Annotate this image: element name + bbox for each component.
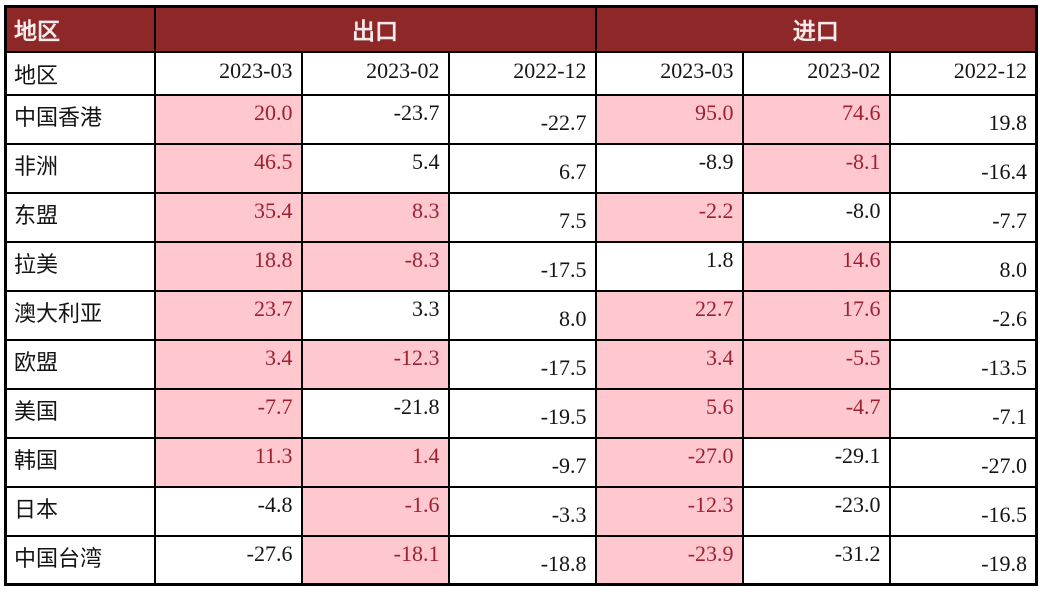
value-cell: -7.1 <box>888 387 1038 439</box>
region-group-header: 地区 <box>4 5 156 53</box>
value-cell: 11.3 <box>153 436 303 488</box>
table-body: 中国香港 20.0 -23.7 -22.7 95.0 74.6 19.8 非洲 46.5 5.4 6… <box>4 93 1038 586</box>
table-row: 中国台湾 -27.6 -18.1 -18.8 -23.9 -31.2 -19.8 <box>4 534 1038 586</box>
value-cell: 20.0 <box>153 93 303 145</box>
value-cell: -16.5 <box>888 485 1038 537</box>
region-cell: 欧盟 <box>4 338 156 390</box>
value-cell: -2.2 <box>594 191 744 243</box>
value-cell: -1.6 <box>300 485 450 537</box>
value-cell: 5.4 <box>300 142 450 194</box>
region-cell: 拉美 <box>4 240 156 292</box>
value-cell: -29.1 <box>741 436 891 488</box>
value-cell: -22.7 <box>447 93 597 145</box>
region-cell: 韩国 <box>4 436 156 488</box>
value-cell: 1.4 <box>300 436 450 488</box>
table-row: 中国香港 20.0 -23.7 -22.7 95.0 74.6 19.8 <box>4 93 1038 145</box>
value-cell: -8.0 <box>741 191 891 243</box>
value-cell: 18.8 <box>153 240 303 292</box>
region-cell: 澳大利亚 <box>4 289 156 341</box>
value-cell: 3.4 <box>594 338 744 390</box>
region-cell: 美国 <box>4 387 156 439</box>
value-cell: -27.0 <box>594 436 744 488</box>
export-period-header-2: 2023-02 <box>300 50 450 96</box>
import-group-header: 进口 <box>594 5 1038 53</box>
region-cell: 中国台湾 <box>4 534 156 586</box>
value-cell: 95.0 <box>594 93 744 145</box>
region-sub-header: 地区 <box>4 50 156 96</box>
value-cell: -19.5 <box>447 387 597 439</box>
table-row: 韩国 11.3 1.4 -9.7 -27.0 -29.1 -27.0 <box>4 436 1038 488</box>
value-cell: -23.9 <box>594 534 744 586</box>
value-cell: -27.0 <box>888 436 1038 488</box>
import-period-header-1: 2023-03 <box>594 50 744 96</box>
value-cell: 8.0 <box>447 289 597 341</box>
value-cell: -23.0 <box>741 485 891 537</box>
export-group-header: 出口 <box>153 5 597 53</box>
value-cell: 23.7 <box>153 289 303 341</box>
table-row: 澳大利亚 23.7 3.3 8.0 22.7 17.6 -2.6 <box>4 289 1038 341</box>
value-cell: 14.6 <box>741 240 891 292</box>
value-cell: 46.5 <box>153 142 303 194</box>
value-cell: -23.7 <box>300 93 450 145</box>
value-cell: -27.6 <box>153 534 303 586</box>
value-cell: -12.3 <box>300 338 450 390</box>
group-header-row: 地区 出口 进口 <box>4 5 1038 53</box>
value-cell: 35.4 <box>153 191 303 243</box>
value-cell: -4.7 <box>741 387 891 439</box>
export-period-header-3: 2022-12 <box>447 50 597 96</box>
table-row: 美国 -7.7 -21.8 -19.5 5.6 -4.7 -7.1 <box>4 387 1038 439</box>
value-cell: -31.2 <box>741 534 891 586</box>
import-period-header-2: 2023-02 <box>741 50 891 96</box>
value-cell: -17.5 <box>447 240 597 292</box>
region-cell: 非洲 <box>4 142 156 194</box>
value-cell: -9.7 <box>447 436 597 488</box>
value-cell: -8.9 <box>594 142 744 194</box>
region-cell: 中国香港 <box>4 93 156 145</box>
value-cell: -13.5 <box>888 338 1038 390</box>
value-cell: -12.3 <box>594 485 744 537</box>
table-row: 拉美 18.8 -8.3 -17.5 1.8 14.6 8.0 <box>4 240 1038 292</box>
value-cell: 3.4 <box>153 338 303 390</box>
table-row: 日本 -4.8 -1.6 -3.3 -12.3 -23.0 -16.5 <box>4 485 1038 537</box>
value-cell: -7.7 <box>153 387 303 439</box>
value-cell: 1.8 <box>594 240 744 292</box>
trade-growth-table: 地区 出口 进口 地区 2023-03 2023-02 2022-12 2023… <box>4 5 1039 586</box>
value-cell: 7.5 <box>447 191 597 243</box>
value-cell: -19.8 <box>888 534 1038 586</box>
value-cell: 5.6 <box>594 387 744 439</box>
value-cell: -7.7 <box>888 191 1038 243</box>
value-cell: 74.6 <box>741 93 891 145</box>
value-cell: 8.3 <box>300 191 450 243</box>
value-cell: -4.8 <box>153 485 303 537</box>
value-cell: -21.8 <box>300 387 450 439</box>
region-cell: 东盟 <box>4 191 156 243</box>
value-cell: -8.1 <box>741 142 891 194</box>
table-row: 东盟 35.4 8.3 7.5 -2.2 -8.0 -7.7 <box>4 191 1038 243</box>
value-cell: -16.4 <box>888 142 1038 194</box>
value-cell: 8.0 <box>888 240 1038 292</box>
value-cell: -5.5 <box>741 338 891 390</box>
value-cell: -2.6 <box>888 289 1038 341</box>
region-cell: 日本 <box>4 485 156 537</box>
value-cell: 19.8 <box>888 93 1038 145</box>
value-cell: 17.6 <box>741 289 891 341</box>
value-cell: -18.8 <box>447 534 597 586</box>
table-row: 欧盟 3.4 -12.3 -17.5 3.4 -5.5 -13.5 <box>4 338 1038 390</box>
value-cell: 6.7 <box>447 142 597 194</box>
value-cell: 3.3 <box>300 289 450 341</box>
value-cell: -18.1 <box>300 534 450 586</box>
value-cell: 22.7 <box>594 289 744 341</box>
value-cell: -8.3 <box>300 240 450 292</box>
value-cell: -17.5 <box>447 338 597 390</box>
import-period-header-3: 2022-12 <box>888 50 1038 96</box>
period-header-row: 地区 2023-03 2023-02 2022-12 2023-03 2023-… <box>4 50 1038 96</box>
table-row: 非洲 46.5 5.4 6.7 -8.9 -8.1 -16.4 <box>4 142 1038 194</box>
value-cell: -3.3 <box>447 485 597 537</box>
export-period-header-1: 2023-03 <box>153 50 303 96</box>
